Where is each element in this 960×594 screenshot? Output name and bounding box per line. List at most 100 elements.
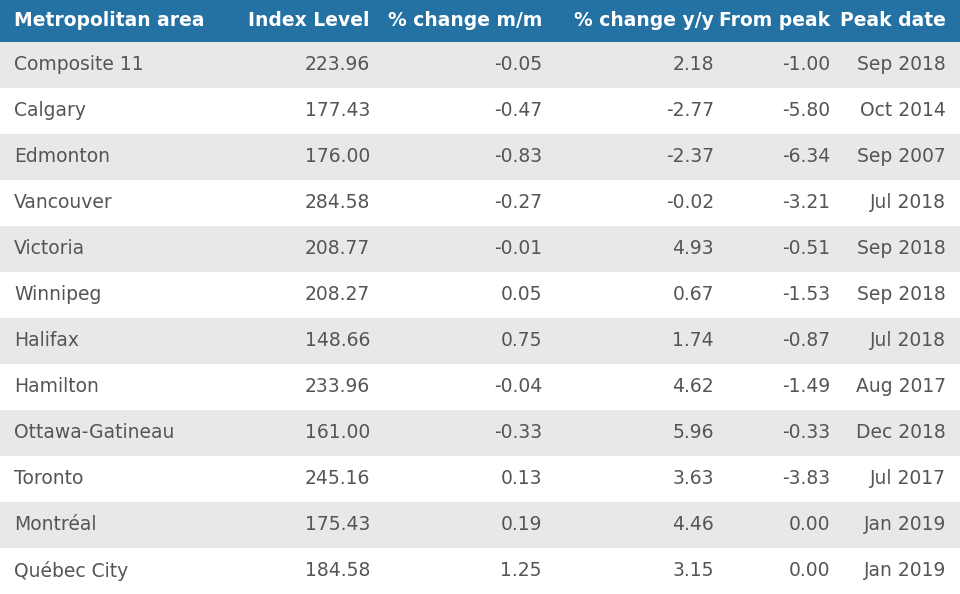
Bar [0,272,212,318]
Text: Victoria: Victoria [14,239,85,258]
Bar [556,0,728,42]
Text: Jan 2019: Jan 2019 [864,561,946,580]
Text: -5.80: -5.80 [781,102,830,121]
Bar [0,180,212,226]
Text: -3.21: -3.21 [781,194,830,213]
Text: 175.43: 175.43 [304,516,370,535]
Bar [212,410,384,456]
Bar [728,364,844,410]
Text: 2.18: 2.18 [673,55,714,74]
Text: Index Level: Index Level [249,11,370,30]
Bar [556,180,728,226]
Text: 3.63: 3.63 [673,469,714,488]
Text: -0.33: -0.33 [493,424,542,443]
Text: 223.96: 223.96 [304,55,370,74]
Text: Oct 2014: Oct 2014 [860,102,946,121]
Bar [728,134,844,180]
Bar [728,548,844,594]
Text: Hamilton: Hamilton [14,378,99,397]
Text: Jan 2019: Jan 2019 [864,516,946,535]
Text: -0.87: -0.87 [781,331,830,350]
Bar [844,318,960,364]
Text: Halifax: Halifax [14,331,79,350]
Text: Sep 2018: Sep 2018 [857,286,946,305]
Bar [384,0,556,42]
Text: Sep 2018: Sep 2018 [857,55,946,74]
Text: Composite 11: Composite 11 [14,55,144,74]
Text: 4.62: 4.62 [672,378,714,397]
Bar [728,42,844,88]
Text: 4.46: 4.46 [672,516,714,535]
Bar [844,180,960,226]
Text: % change m/m: % change m/m [388,11,542,30]
Text: 184.58: 184.58 [304,561,370,580]
Bar [728,226,844,272]
Bar [556,272,728,318]
Bar [556,456,728,502]
Text: 176.00: 176.00 [304,147,370,166]
Text: -2.37: -2.37 [666,147,714,166]
Bar [728,502,844,548]
Text: -0.51: -0.51 [781,239,830,258]
Text: -0.05: -0.05 [493,55,542,74]
Bar [0,502,212,548]
Bar [0,410,212,456]
Text: 4.93: 4.93 [672,239,714,258]
Bar [0,0,212,42]
Bar [0,456,212,502]
Text: 0.05: 0.05 [500,286,542,305]
Bar [212,548,384,594]
Text: Aug 2017: Aug 2017 [856,378,946,397]
Bar [384,548,556,594]
Bar [728,410,844,456]
Bar [212,364,384,410]
Text: 245.16: 245.16 [304,469,370,488]
Bar [728,0,844,42]
Text: Jul 2017: Jul 2017 [870,469,946,488]
Bar [844,42,960,88]
Text: 233.96: 233.96 [304,378,370,397]
Text: 148.66: 148.66 [304,331,370,350]
Bar [728,88,844,134]
Text: -0.02: -0.02 [666,194,714,213]
Text: 284.58: 284.58 [304,194,370,213]
Bar [384,134,556,180]
Text: -0.33: -0.33 [781,424,830,443]
Bar [0,42,212,88]
Text: -3.83: -3.83 [781,469,830,488]
Text: -2.77: -2.77 [666,102,714,121]
Bar [844,502,960,548]
Text: -1.00: -1.00 [781,55,830,74]
Text: -0.83: -0.83 [493,147,542,166]
Bar [212,226,384,272]
Text: 0.67: 0.67 [673,286,714,305]
Bar [384,180,556,226]
Text: Sep 2018: Sep 2018 [857,239,946,258]
Bar [844,410,960,456]
Bar [212,502,384,548]
Text: Winnipeg: Winnipeg [14,286,102,305]
Bar [212,42,384,88]
Bar [384,272,556,318]
Text: -1.53: -1.53 [781,286,830,305]
Bar [556,410,728,456]
Bar [556,226,728,272]
Bar [728,318,844,364]
Bar [212,88,384,134]
Bar [0,134,212,180]
Text: Jul 2018: Jul 2018 [870,331,946,350]
Bar [556,502,728,548]
Bar [212,180,384,226]
Text: 3.15: 3.15 [673,561,714,580]
Bar [844,0,960,42]
Bar [556,134,728,180]
Bar [728,456,844,502]
Bar [212,272,384,318]
Bar [556,42,728,88]
Bar [0,548,212,594]
Text: -0.27: -0.27 [493,194,542,213]
Text: Peak date: Peak date [840,11,946,30]
Bar [844,134,960,180]
Text: Toronto: Toronto [14,469,84,488]
Text: 5.96: 5.96 [673,424,714,443]
